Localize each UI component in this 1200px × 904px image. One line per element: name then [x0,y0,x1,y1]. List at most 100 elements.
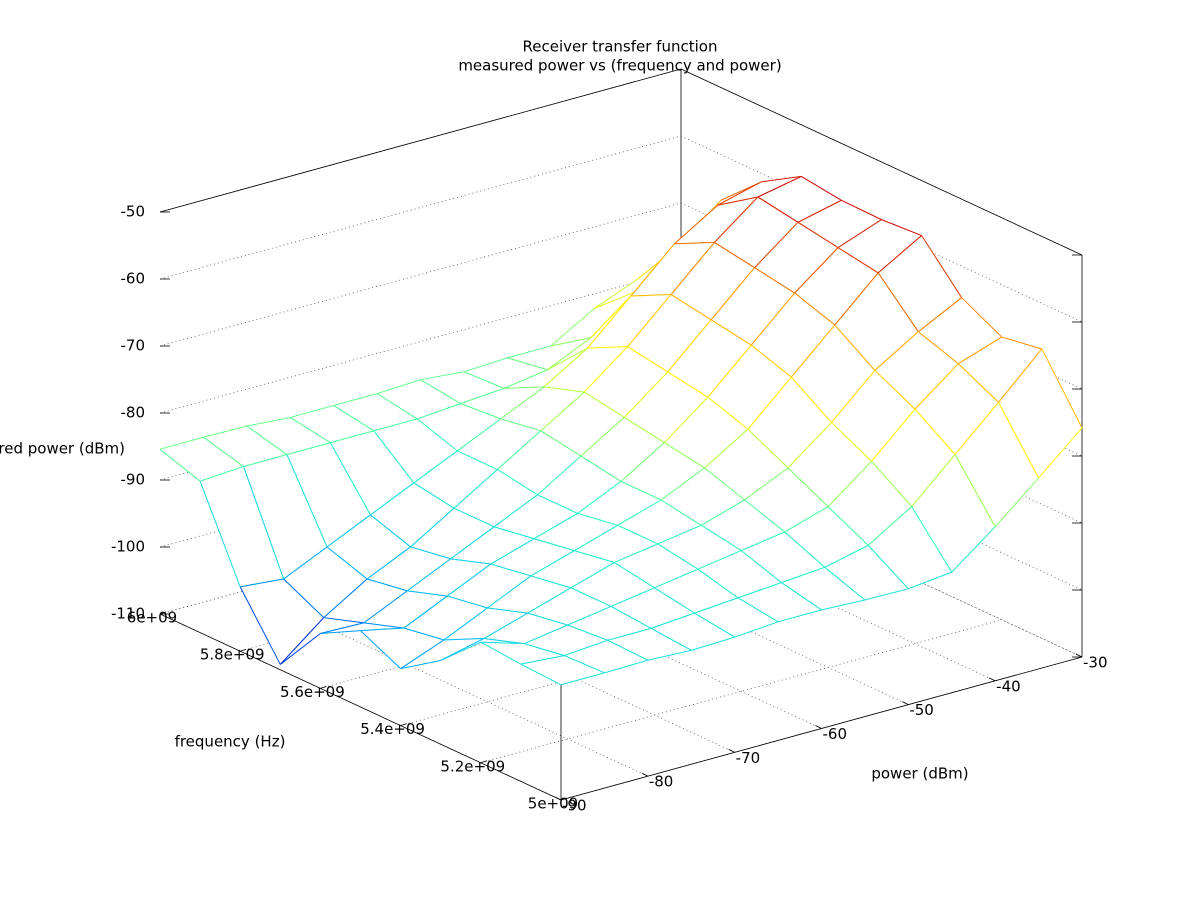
surface-patch [203,426,287,467]
chart-title: Receiver transfer function [523,38,718,56]
surface-edge [583,391,625,418]
surface-edge [570,587,612,607]
surface-edge [533,512,578,540]
surface-edge [881,219,922,237]
surface-edge [490,563,531,577]
surface-edge [530,550,575,577]
surface-edge [534,538,575,552]
surface-edge [320,622,364,634]
surface-patch [654,569,738,614]
surface-patch [621,442,705,500]
surface-patch [828,461,912,546]
surface-edge [590,295,632,339]
x-tick-label: 5.4e+09 [360,720,425,738]
surface-patch [794,247,879,326]
surface-edge [714,196,759,243]
surface-patch [377,379,461,419]
surface-edge [480,641,522,665]
surface-edge [403,595,448,629]
surface-edge [694,597,739,614]
surface-edge [527,612,568,626]
surface-edge [480,641,525,645]
surface-patch [784,506,869,568]
surface-edge [707,396,749,430]
z-tick-label: -70 [121,337,146,355]
surface-edge [914,363,959,410]
surface-patch [534,513,618,551]
surface-edge [647,649,692,661]
surface-edge [797,221,839,249]
surface-patch [570,562,655,607]
surface-edge [587,295,632,349]
surface-edge [954,402,999,455]
surface-edge [593,278,638,309]
surface-patch [624,371,708,443]
frame-edge [159,68,682,213]
surface-patch [911,454,996,573]
surface-edge [620,480,662,501]
y-tick [902,701,909,706]
surface-edge [734,621,779,638]
surface-edge [500,418,541,432]
surface-patch [457,418,541,470]
surface-edge [570,562,615,589]
surface-edge [958,336,1003,365]
surface-patch [530,550,615,588]
surface-patch [487,575,571,614]
y-tick [1075,653,1083,658]
surface-edge [704,467,745,501]
surface-edge [831,422,872,462]
frame-edge [159,613,562,801]
y-tick-label: -90 [562,797,587,815]
surface-patch [360,628,445,669]
surface-edge [777,609,822,623]
chart-subtitle: measured power vs (frequency and power) [458,57,781,75]
surface-edge [583,346,628,393]
surface-edge [537,494,578,514]
surface-edge [243,454,288,468]
surface-edge [587,346,628,349]
surface-edge [580,455,622,482]
surface-edge [607,639,649,661]
surface-edge [624,416,665,444]
surface-edge [1001,336,1043,350]
x-tick [240,648,247,652]
surface-edge [824,566,866,601]
surface-edge [700,499,745,526]
surface-patch [661,467,745,526]
surface-edge [463,371,505,389]
surface-edge [827,460,872,508]
x-tick [320,686,327,689]
surface-edge [447,595,488,609]
surface-edge [487,575,532,609]
surface-edge [373,430,415,484]
surface-edge [841,199,882,221]
surface-edge [416,418,458,452]
surface-edge [917,331,959,365]
surface-edge [610,587,655,607]
surface-patch [403,596,488,640]
surface-edge [406,558,451,592]
surface-edge [320,630,361,634]
surface-edge [664,396,709,444]
surface-patch [504,348,588,389]
y-tick [554,796,562,801]
surface-edge [627,294,672,347]
surface-patch [200,466,284,587]
surface-patch [243,454,328,579]
surface-edge [650,612,695,629]
surface-edge [707,344,752,398]
surface-edge [447,563,492,597]
surface-edge [550,337,591,347]
surface-patch [657,525,742,570]
surface-edge [630,294,672,297]
surface-edge [657,543,699,570]
surface-edge [283,546,328,580]
surface-patch [958,337,1042,403]
surface-patch [754,222,839,294]
surface-edge [801,175,842,201]
surface-edge [620,442,665,482]
y-tick-label: -70 [736,749,761,767]
surface-edge [714,242,755,269]
